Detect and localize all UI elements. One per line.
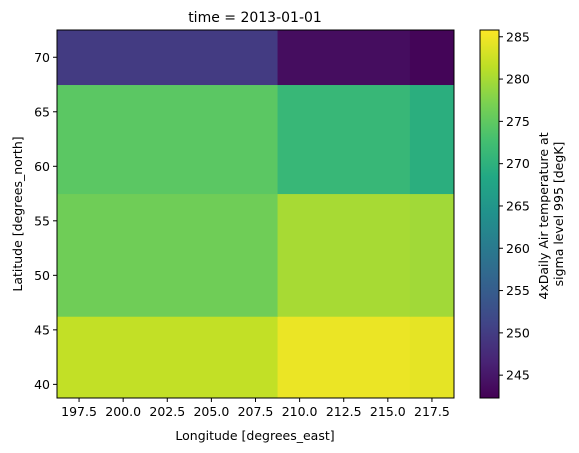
colorbar-tick-label: 260 xyxy=(506,241,530,256)
y-tick-label: 60 xyxy=(34,159,50,174)
y-tick-label: 55 xyxy=(34,213,50,228)
y-axis-ticks: 40 45 50 55 60 65 70 xyxy=(34,50,57,392)
chart-title: time = 2013-01-01 xyxy=(188,10,322,26)
x-tick-label: 205.0 xyxy=(193,404,229,419)
x-tick-label: 207.5 xyxy=(238,404,274,419)
x-tick-label: 215.0 xyxy=(370,404,406,419)
colorbar-tick-label: 285 xyxy=(506,29,530,44)
heatmap-cells xyxy=(57,30,455,399)
x-tick-label: 212.5 xyxy=(326,404,362,419)
heatmap-cell xyxy=(277,84,411,195)
heatmap-cell xyxy=(277,316,411,399)
y-tick-label: 45 xyxy=(34,322,50,337)
colorbar-tick-label: 270 xyxy=(506,156,530,171)
colorbar xyxy=(479,29,500,399)
colorbar-label-line-2: sigma level 995 [degK] xyxy=(551,142,566,287)
colorbar-tick-label: 245 xyxy=(506,368,530,383)
heatmap-cell xyxy=(277,193,411,317)
heatmap-cell xyxy=(409,30,455,86)
y-axis-label: Latitude [degrees_north] xyxy=(10,136,25,291)
heatmap-cell xyxy=(57,30,279,86)
colorbar-tick-label: 255 xyxy=(506,283,530,298)
y-tick-label: 70 xyxy=(34,50,50,65)
heatmap-cell xyxy=(57,84,279,195)
colorbar-tick-label: 275 xyxy=(506,114,530,129)
heatmap-cell xyxy=(57,193,279,317)
y-tick-label: 65 xyxy=(34,104,50,119)
x-tick-label: 200.0 xyxy=(105,404,141,419)
y-tick-label: 50 xyxy=(34,268,50,283)
colorbar-label-line-1: 4xDaily Air temperature at xyxy=(536,132,551,299)
colorbar-ticks: 245 250 255 260 265 270 275 280 285 xyxy=(499,29,530,383)
x-axis-ticks: 197.5 200.0 202.5 205.0 207.5 210.0 212.5 215.0… xyxy=(61,398,450,419)
y-tick-label: 40 xyxy=(34,377,50,392)
colorbar-tick-label: 250 xyxy=(506,325,530,340)
x-tick-label: 202.5 xyxy=(149,404,185,419)
x-tick-label: 210.0 xyxy=(282,404,318,419)
colorbar-label: 4xDaily Air temperature at sigma level 9… xyxy=(536,128,566,299)
x-tick-label: 217.5 xyxy=(414,404,450,419)
heatmap-cell xyxy=(409,316,455,399)
colorbar-tick-label: 265 xyxy=(506,198,530,213)
heatmap-cell xyxy=(57,316,279,399)
x-axis-label: Longitude [degrees_east] xyxy=(175,428,334,443)
heatmap-cell xyxy=(409,84,455,195)
heatmap-cell xyxy=(409,193,455,317)
colorbar-tick-label: 280 xyxy=(506,72,530,87)
x-tick-label: 197.5 xyxy=(61,404,97,419)
heatmap-cell xyxy=(277,30,411,86)
